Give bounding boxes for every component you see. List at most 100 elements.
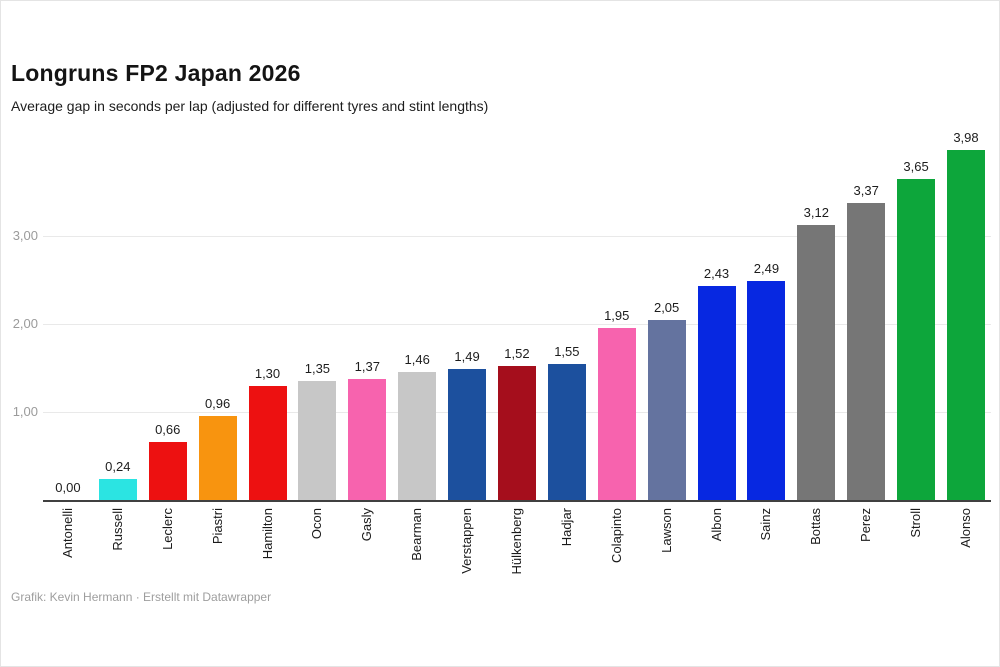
bar-hlkenberg[interactable]	[497, 366, 536, 500]
x-label-slot-albon: Albon	[692, 504, 742, 604]
bar-slot-piastri: 0,96	[193, 121, 243, 500]
bar-russell[interactable]	[98, 478, 137, 500]
bar-slot-leclerc: 0,66	[143, 121, 193, 500]
x-label-slot-leclerc: Leclerc	[143, 504, 193, 604]
bar-value-label-hamilton: 1,30	[254, 365, 281, 381]
chart-subtitle: Average gap in seconds per lap (adjusted…	[11, 98, 489, 114]
x-label-slot-bearman: Bearman	[392, 504, 442, 604]
bar-slot-bottas: 3,12	[791, 121, 841, 500]
bar-hamilton[interactable]	[248, 385, 287, 500]
bar-albon[interactable]	[697, 286, 736, 500]
bar-value-label-perez: 3,37	[853, 183, 879, 199]
bar-slot-russell: 0,24	[93, 121, 143, 500]
bar-value-label-bearman: 1,46	[404, 351, 430, 367]
x-label-slot-colapinto: Colapinto	[592, 504, 642, 604]
bar-slot-sainz: 2,49	[741, 121, 791, 500]
x-axis-label-ocon: Ocon	[309, 508, 325, 540]
chart-title: Longruns FP2 Japan 2026	[11, 60, 301, 86]
y-tick-label: 2,00	[12, 316, 38, 331]
bar-value-label-russell: 0,24	[105, 458, 131, 474]
gridline-3,00	[43, 236, 991, 237]
bar-slot-verstappen: 1,49	[442, 121, 492, 500]
y-tick-label: 1,00	[12, 404, 38, 419]
bar-value-label-bottas: 3,12	[803, 205, 829, 221]
x-label-slot-piastri: Piastri	[193, 504, 243, 604]
bar-slot-gasly: 1,37	[342, 121, 392, 500]
bar-slot-hamilton: 1,30	[243, 121, 293, 500]
bar-leclerc[interactable]	[148, 441, 187, 500]
bar-colapinto[interactable]	[597, 328, 636, 500]
bar-slot-albon: 2,43	[692, 121, 742, 500]
y-tick-label: 3,00	[12, 228, 38, 243]
bar-value-label-colapinto: 1,95	[604, 308, 630, 324]
x-axis-label-antonelli: Antonelli	[59, 508, 75, 558]
bar-value-label-albon: 2,43	[703, 266, 730, 282]
x-label-slot-hlkenberg: Hülkenberg	[492, 504, 542, 604]
bar-value-label-alonso: 3,98	[953, 129, 979, 145]
x-axis-label-stroll: Stroll	[908, 508, 924, 538]
bar-slot-bearman: 1,46	[392, 121, 442, 500]
x-label-slot-bottas: Bottas	[791, 504, 841, 604]
bar-value-label-stroll: 3,65	[903, 158, 929, 174]
bars-layer: 0,00 0,24 0,66 0,96 1,30 1,35 1,37 1,46 1,49 1,52…	[43, 121, 991, 500]
x-axis-label-gasly: Gasly	[359, 508, 375, 542]
x-label-slot-alonso: Alonso	[941, 504, 991, 604]
bar-lawson[interactable]	[647, 319, 686, 500]
bar-slot-alonso: 3,98	[941, 121, 991, 500]
bar-slot-stroll: 3,65	[891, 121, 941, 500]
x-axis-label-perez: Perez	[858, 508, 874, 542]
bar-value-label-gasly: 1,37	[354, 359, 380, 375]
bar-perez[interactable]	[847, 203, 886, 500]
bar-sainz[interactable]	[747, 280, 786, 500]
x-axis-label-hlkenberg: Hülkenberg	[508, 508, 524, 575]
bar-slot-lawson: 2,05	[642, 121, 692, 500]
gridline-2,00	[43, 324, 991, 325]
x-axis-label-piastri: Piastri	[209, 508, 225, 545]
bar-gasly[interactable]	[348, 379, 387, 500]
x-axis-label-leclerc: Leclerc	[159, 508, 175, 550]
bar-slot-ocon: 1,35	[292, 121, 342, 500]
x-axis-label-colapinto: Colapinto	[608, 508, 624, 563]
bar-slot-colapinto: 1,95	[592, 121, 642, 500]
x-axis-label-russell: Russell	[109, 508, 125, 551]
x-label-slot-stroll: Stroll	[891, 504, 941, 604]
x-axis-line	[43, 500, 991, 502]
bar-slot-hadjar: 1,55	[542, 121, 592, 500]
x-label-slot-lawson: Lawson	[642, 504, 692, 604]
footer-credit: Grafik: Kevin Hermann · Erstellt mit Dat…	[11, 590, 272, 604]
x-label-slot-verstappen: Verstappen	[442, 504, 492, 604]
bar-value-label-hlkenberg: 1,52	[504, 346, 530, 362]
x-label-slot-hadjar: Hadjar	[542, 504, 592, 604]
bar-ocon[interactable]	[298, 381, 337, 500]
x-axis-label-alonso: Alonso	[957, 508, 973, 548]
bar-bottas[interactable]	[797, 225, 836, 500]
bar-piastri[interactable]	[198, 415, 237, 500]
bar-bearman[interactable]	[398, 371, 437, 500]
bar-slot-hlkenberg: 1,52	[492, 121, 542, 500]
x-label-slot-gasly: Gasly	[342, 504, 392, 604]
bar-slot-perez: 3,37	[841, 121, 891, 500]
x-axis-label-bottas: Bottas	[808, 508, 824, 545]
bar-value-label-ocon: 1,35	[304, 361, 331, 377]
x-label-slot-perez: Perez	[841, 504, 891, 604]
bar-value-label-piastri: 0,96	[204, 395, 231, 411]
x-axis-label-lawson: Lawson	[658, 508, 674, 553]
bar-hadjar[interactable]	[547, 363, 586, 500]
x-axis-label-hamilton: Hamilton	[259, 508, 275, 560]
x-label-slot-ocon: Ocon	[292, 504, 342, 604]
x-label-slot-hamilton: Hamilton	[243, 504, 293, 604]
x-axis-label-sainz: Sainz	[758, 508, 774, 541]
bar-alonso[interactable]	[946, 149, 985, 500]
x-axis-label-verstappen: Verstappen	[459, 508, 475, 574]
bar-verstappen[interactable]	[448, 368, 487, 500]
x-axis-label-albon: Albon	[708, 508, 724, 542]
bar-value-label-sainz: 2,49	[753, 260, 780, 276]
x-label-slot-russell: Russell	[93, 504, 143, 604]
x-label-slot-sainz: Sainz	[741, 504, 791, 604]
bar-value-label-hadjar: 1,55	[554, 343, 580, 359]
bar-value-label-antonelli: 0,00	[55, 480, 81, 495]
bar-stroll[interactable]	[897, 178, 936, 500]
x-axis-label-hadjar: Hadjar	[558, 508, 574, 547]
